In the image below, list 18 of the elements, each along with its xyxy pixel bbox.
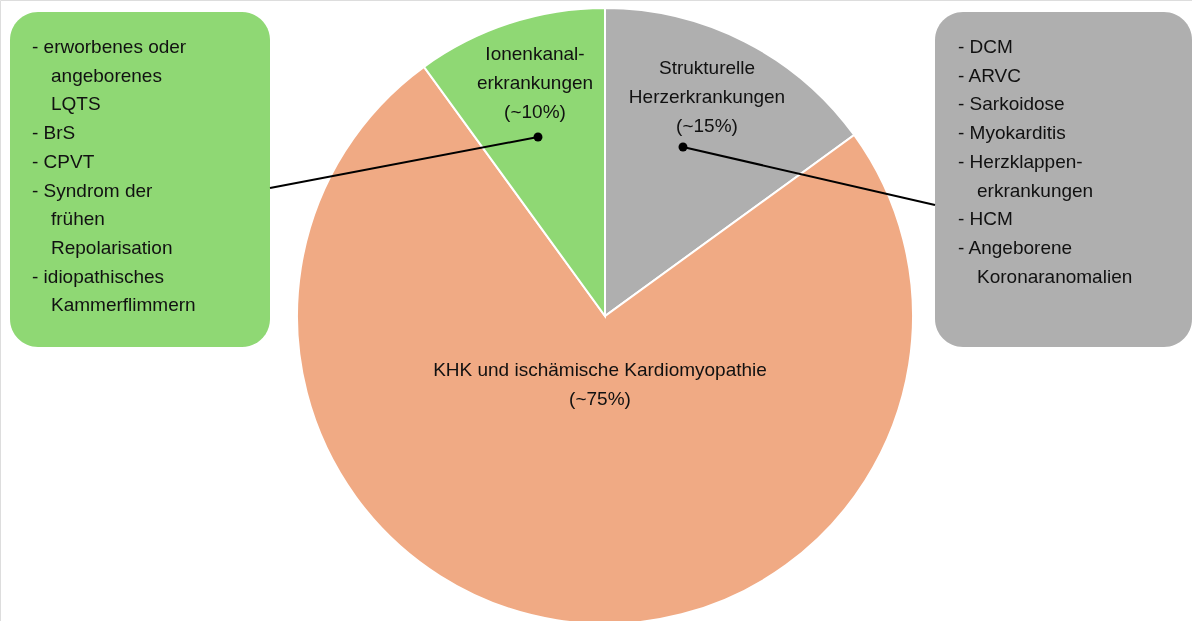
data-label: (~10%) [504, 101, 566, 122]
text: - HCM [958, 208, 1013, 230]
text: - idiopathisches Kammerflimmern [32, 265, 196, 316]
text: - CPVT [32, 150, 95, 172]
text: - erworbenes oder angeborenes LQTS [32, 36, 187, 115]
text: - Sarkoidose [958, 93, 1065, 115]
text: - BrS [32, 122, 76, 144]
slice-label: Strukturelle Herzerkrankungen [628, 57, 786, 107]
data-label: (~15%) [676, 115, 738, 136]
text: - Syndrom der frühen Repolarisation [32, 179, 173, 258]
slice-label: Ionenkanal- erkrankungen [476, 43, 594, 93]
text: - Angeborene Koronaranomalien [958, 236, 1133, 287]
text: - DCM [958, 36, 1013, 57]
data-label: (~75%) [569, 388, 631, 409]
text: - Herzklappen- erkrankungen [958, 150, 1094, 201]
text: - ARVC [958, 64, 1022, 86]
text: - Myokarditis [958, 122, 1066, 144]
slice-label: KHK und ischämische Kardiomyopathie [433, 359, 767, 380]
